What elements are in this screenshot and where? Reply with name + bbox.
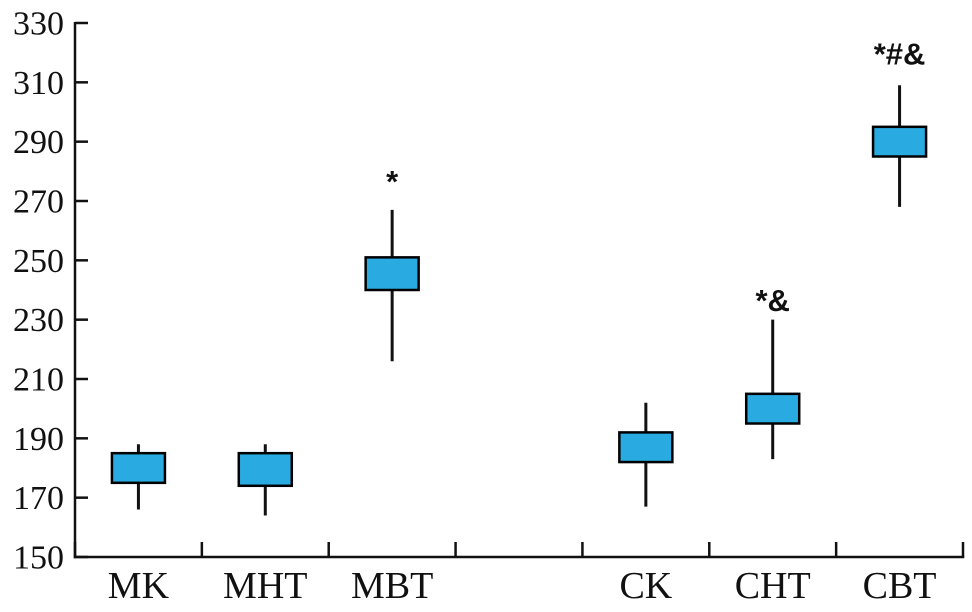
- x-category-label: MHT: [223, 565, 307, 607]
- y-tick-label: 310: [13, 65, 64, 102]
- y-tick-label: 290: [13, 124, 64, 161]
- y-tick-label: 230: [13, 302, 64, 339]
- box-rect: [237, 451, 294, 488]
- significance-annotation: *: [386, 164, 399, 199]
- y-tick-label: 270: [13, 184, 64, 221]
- box-rect: [110, 451, 167, 485]
- y-tick-label: 150: [13, 540, 64, 577]
- box-rect: [871, 125, 928, 158]
- y-tick-label: 190: [13, 421, 64, 458]
- y-tick-label: 330: [13, 6, 64, 43]
- box-rect: [618, 431, 674, 464]
- significance-annotation: *#&: [874, 37, 926, 72]
- x-category-label: MK: [108, 565, 170, 607]
- significance-annotation: *&: [755, 283, 789, 318]
- x-category-label: MBT: [351, 565, 433, 607]
- box-rect: [364, 256, 420, 292]
- y-tick-label: 170: [13, 480, 64, 517]
- x-category-label: CHT: [735, 565, 811, 607]
- x-category-label: CK: [619, 565, 672, 607]
- y-tick-label: 210: [13, 362, 64, 399]
- x-category-label: CBT: [863, 565, 937, 607]
- y-tick-label: 250: [13, 243, 64, 280]
- box-rect: [744, 392, 801, 425]
